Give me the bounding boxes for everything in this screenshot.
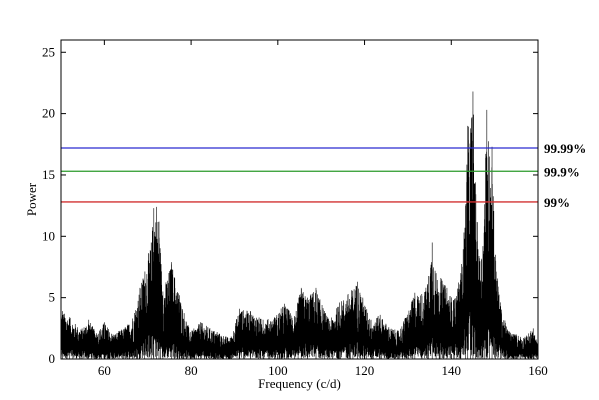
power-spectrum-series [60,91,539,359]
x-tick-label: 120 [355,363,375,378]
threshold-label: 99.9% [544,164,580,179]
x-axis-label: Frequency (c/d) [258,376,341,391]
plot-frame [60,39,539,360]
y-tick-label: 0 [49,351,56,366]
x-tick-label: 160 [528,363,548,378]
y-axis-label: Power [24,182,39,216]
y-tick-label: 15 [42,167,55,182]
threshold-label: 99.99% [544,141,586,156]
threshold-label: 99% [544,195,570,210]
spectrum-trace [60,91,539,359]
x-tick-label: 80 [185,363,198,378]
y-axis-ticks: 0 5 10 15 20 25 [42,44,538,366]
threshold-labels: 99.99% 99.9% 99% [544,141,586,210]
significance-thresholds [61,147,538,203]
y-tick-label: 20 [42,106,55,121]
y-tick-label: 5 [49,290,56,305]
y-tick-label: 10 [42,228,55,243]
x-axis-ticks: 60 80 100 120 140 160 [98,40,548,378]
x-tick-label: 60 [98,363,111,378]
y-tick-label: 25 [42,44,55,59]
x-tick-label: 100 [268,363,288,378]
x-tick-label: 140 [442,363,462,378]
